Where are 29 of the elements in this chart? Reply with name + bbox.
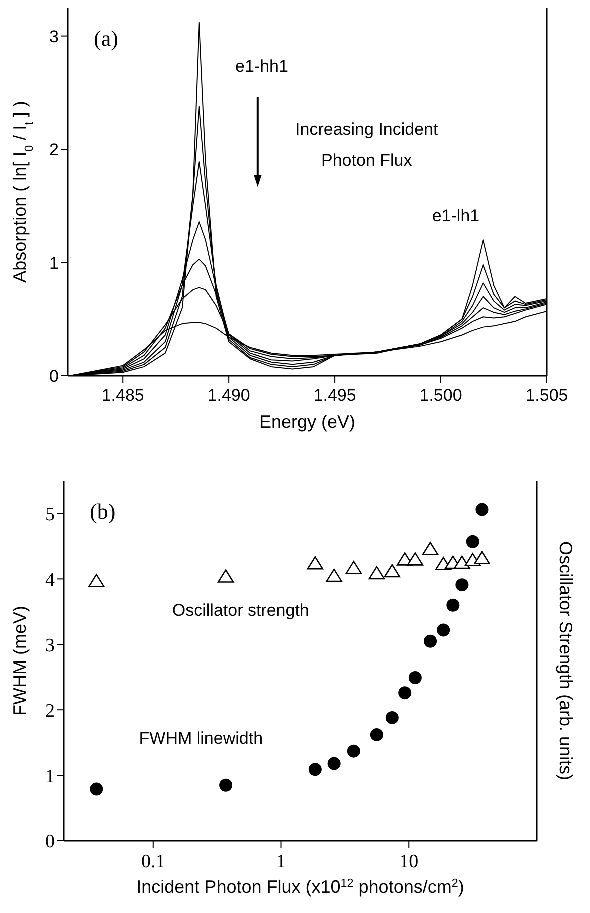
x-tick-label: 1 <box>276 851 286 872</box>
x-tick-label: 10 <box>400 851 419 872</box>
annotation: (b) <box>90 499 116 524</box>
y-tick-label: 1 <box>50 254 59 273</box>
annotation: Increasing Incident Photon Flux <box>296 120 439 170</box>
x-tick-label: 0.1 <box>142 851 166 872</box>
x-tick-label: 1.505 <box>526 386 568 406</box>
series-label: Oscillator strength <box>172 601 310 620</box>
x-tick-label: 1.490 <box>208 386 250 406</box>
annotation: e1-hh1 <box>236 57 288 76</box>
y-tick-label: 2 <box>50 140 59 160</box>
x-axis-title: Energy (eV) <box>259 412 356 432</box>
text: FWHM linewidth <box>139 728 264 748</box>
y-tick-label: 3 <box>46 635 55 656</box>
y-tick-label: 0 <box>46 832 55 853</box>
y-axis-title: FWHM (meV) <box>10 606 30 716</box>
y-tick-label: 3 <box>50 27 59 46</box>
annotation: e1-lh1 <box>432 206 480 226</box>
y2-axis-title: Oscillator Strength (arb. units) <box>556 541 576 781</box>
y-tick-label: 1 <box>46 766 55 788</box>
annotation: (a) <box>94 26 118 51</box>
x-tick-label: 1.495 <box>314 386 356 406</box>
y-tick-label: 5 <box>46 504 55 526</box>
y-tick-label: 4 <box>46 570 56 591</box>
x-axis-title: Incident Photon Flux (x10$^{12}$ photons/cm$^{2}$) <box>136 876 464 897</box>
x-tick-label: 1.500 <box>420 386 462 406</box>
y-tick-label: 2 <box>46 700 55 722</box>
y-tick-label: 0 <box>50 367 59 386</box>
x-tick-label: 1.485 <box>102 386 144 406</box>
